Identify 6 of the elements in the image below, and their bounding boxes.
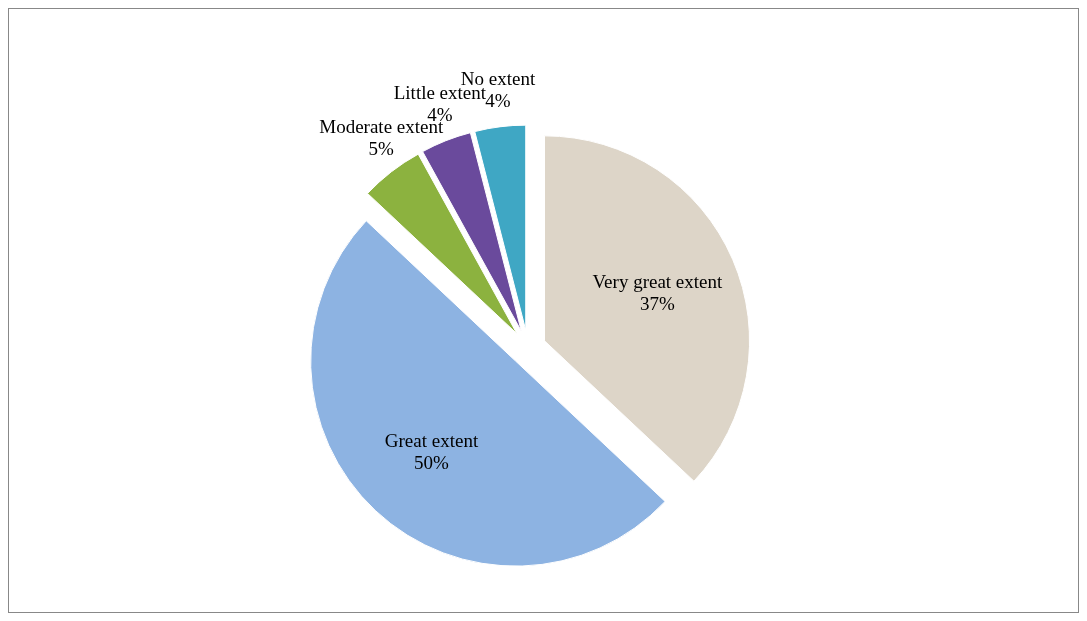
slice-label: Great extent: [384, 429, 479, 451]
data-label: 5%: [368, 137, 395, 159]
data-label: 37%: [639, 293, 675, 314]
slice-label: Very great extent: [592, 271, 724, 292]
data-label: 4%: [485, 89, 511, 111]
data-label: 50%: [414, 451, 450, 473]
